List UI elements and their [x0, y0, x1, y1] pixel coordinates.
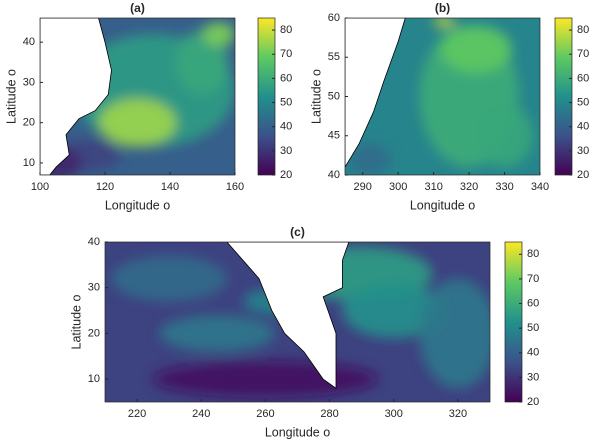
colorbar-tick-label: 40 — [280, 121, 292, 133]
field-blob — [433, 18, 455, 27]
colorbar-tick-label: 40 — [577, 121, 589, 133]
y-tick-label: 60 — [328, 12, 340, 24]
colorbar-tick-label: 70 — [527, 273, 539, 285]
x-tick-label: 330 — [495, 181, 513, 193]
x-tick-label: 140 — [161, 181, 179, 193]
y-tick-label: 30 — [88, 282, 100, 294]
colorbar-tick-label: 30 — [577, 145, 589, 157]
colorbar-tick-label: 60 — [280, 72, 292, 84]
field-blob — [111, 255, 227, 302]
land — [40, 18, 112, 175]
colorbar — [257, 17, 276, 176]
y-tick-label: 45 — [328, 130, 340, 142]
colorbar-tick-label: 50 — [527, 322, 539, 334]
x-tick-label: 340 — [531, 181, 549, 193]
field-blob — [159, 315, 276, 352]
field-blob — [440, 25, 512, 73]
field-blob — [176, 30, 229, 95]
axes-box — [39, 17, 236, 176]
y-tick-label: 30 — [23, 76, 35, 88]
colorbar-tick-label: 80 — [280, 24, 292, 36]
land — [226, 242, 350, 390]
x-axis-label: Longitude o — [410, 198, 475, 212]
x-tick-label: 320 — [449, 408, 467, 420]
field-blob — [202, 22, 235, 47]
field — [40, 18, 235, 175]
field-blob — [348, 143, 392, 175]
panel-title: (c) — [290, 225, 305, 239]
colorbar-tick-label: 30 — [280, 145, 292, 157]
x-tick-label: 290 — [354, 181, 372, 193]
colorbar-tick-label: 50 — [577, 96, 589, 108]
colorbar-tick-label: 50 — [280, 96, 292, 108]
x-tick-label: 240 — [192, 408, 210, 420]
colorbar-tick-label: 20 — [577, 169, 589, 181]
field-blob — [153, 360, 378, 398]
y-axis-label: Latitude o — [309, 69, 323, 124]
field — [105, 242, 490, 402]
colorbar-tick-label: 30 — [527, 371, 539, 383]
y-tick-label: 20 — [23, 117, 35, 129]
panel-title: (a) — [130, 1, 145, 15]
x-axis-label: Longitude o — [265, 425, 330, 439]
colorbar-tick-label: 80 — [527, 248, 539, 260]
colorbar-tick-label: 20 — [527, 396, 539, 408]
y-tick-label: 40 — [88, 236, 100, 248]
x-tick-label: 280 — [320, 408, 338, 420]
x-tick-label: 220 — [128, 408, 146, 420]
x-tick-label: 260 — [256, 408, 274, 420]
y-tick-label: 50 — [328, 90, 340, 102]
colorbar-tick-label: 40 — [527, 347, 539, 359]
y-axis-label: Latitude o — [69, 295, 83, 350]
x-tick-label: 310 — [424, 181, 442, 193]
y-tick-label: 55 — [328, 51, 340, 63]
x-tick-label: 300 — [385, 408, 403, 420]
x-axis-label: Longitude o — [105, 198, 170, 212]
colorbar-tick-label: 20 — [280, 169, 292, 181]
y-tick-label: 10 — [88, 373, 100, 385]
axes-box — [104, 241, 491, 403]
colorbar-tick-label: 60 — [577, 72, 589, 84]
y-tick-label: 10 — [23, 157, 35, 169]
colorbar-tick-label: 80 — [577, 24, 589, 36]
field-blobs — [348, 18, 533, 175]
colorbar-tick-label: 60 — [527, 297, 539, 309]
colorbar-tick-label: 70 — [280, 48, 292, 60]
x-tick-label: 120 — [96, 181, 114, 193]
x-tick-label: 100 — [31, 181, 49, 193]
colorbar-tick-label: 70 — [577, 48, 589, 60]
y-axis-label: Latitude o — [4, 69, 18, 124]
x-tick-label: 300 — [389, 181, 407, 193]
x-tick-label: 320 — [460, 181, 478, 193]
land — [345, 18, 406, 168]
field-blob — [342, 283, 446, 339]
panel-title: (b) — [435, 1, 450, 15]
field-blob — [476, 104, 533, 168]
y-tick-label: 40 — [328, 169, 340, 181]
y-tick-label: 20 — [88, 327, 100, 339]
field — [345, 18, 540, 175]
field-blob — [419, 278, 490, 389]
field-blob — [98, 98, 177, 147]
y-tick-label: 40 — [23, 36, 35, 48]
colorbar — [504, 241, 523, 403]
x-tick-label: 160 — [226, 181, 244, 193]
colorbar — [554, 17, 573, 176]
